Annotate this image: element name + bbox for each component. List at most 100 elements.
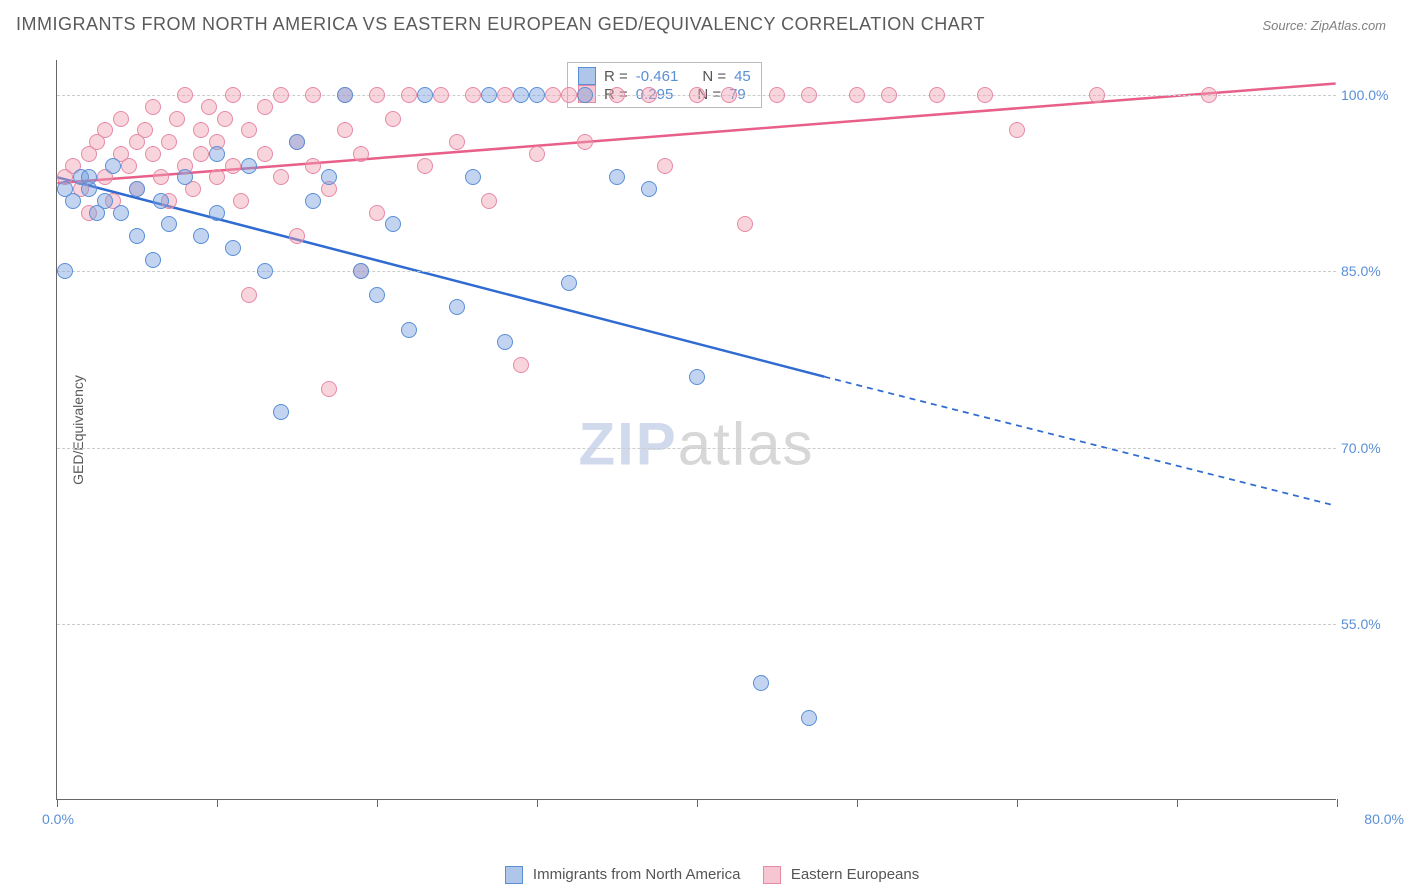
- data-point: [369, 87, 385, 103]
- x-tick: [217, 799, 218, 807]
- data-point: [433, 87, 449, 103]
- data-point: [289, 134, 305, 150]
- source-label: Source: ZipAtlas.com: [1262, 18, 1386, 33]
- data-point: [233, 193, 249, 209]
- data-point: [401, 87, 417, 103]
- scatter-plot: GED/Equivalency ZIPatlas R = -0.461 N = …: [56, 60, 1336, 800]
- data-point: [577, 87, 593, 103]
- x-axis-max-label: 80.0%: [1364, 811, 1404, 827]
- r-label: R =: [604, 68, 628, 85]
- data-point: [113, 111, 129, 127]
- data-point: [401, 322, 417, 338]
- data-point: [145, 146, 161, 162]
- data-point: [529, 146, 545, 162]
- data-point: [129, 181, 145, 197]
- data-point: [209, 205, 225, 221]
- y-tick-label: 70.0%: [1341, 440, 1396, 456]
- legend-label-pink: Eastern Europeans: [791, 866, 919, 883]
- data-point: [65, 193, 81, 209]
- data-point: [385, 111, 401, 127]
- y-axis-title: GED/Equivalency: [70, 375, 86, 485]
- data-point: [217, 111, 233, 127]
- x-tick: [1177, 799, 1178, 807]
- data-point: [497, 87, 513, 103]
- data-point: [1201, 87, 1217, 103]
- data-point: [193, 122, 209, 138]
- data-point: [257, 146, 273, 162]
- data-point: [481, 193, 497, 209]
- data-point: [369, 205, 385, 221]
- data-point: [257, 99, 273, 115]
- data-point: [753, 675, 769, 691]
- x-tick: [857, 799, 858, 807]
- data-point: [737, 216, 753, 232]
- data-point: [201, 99, 217, 115]
- gridline: [57, 448, 1336, 449]
- data-point: [577, 134, 593, 150]
- data-point: [513, 357, 529, 373]
- data-point: [273, 87, 289, 103]
- data-point: [273, 169, 289, 185]
- data-point: [241, 158, 257, 174]
- data-point: [305, 87, 321, 103]
- data-point: [449, 134, 465, 150]
- y-tick-label: 85.0%: [1341, 263, 1396, 279]
- data-point: [465, 169, 481, 185]
- y-tick-label: 100.0%: [1341, 87, 1396, 103]
- data-point: [977, 87, 993, 103]
- gridline: [57, 624, 1336, 625]
- data-point: [105, 158, 121, 174]
- data-point: [337, 122, 353, 138]
- data-point: [97, 122, 113, 138]
- data-point: [289, 228, 305, 244]
- data-point: [721, 87, 737, 103]
- watermark: ZIPatlas: [578, 410, 814, 479]
- data-point: [689, 87, 705, 103]
- data-point: [193, 228, 209, 244]
- data-point: [225, 240, 241, 256]
- data-point: [153, 193, 169, 209]
- data-point: [641, 87, 657, 103]
- data-point: [257, 263, 273, 279]
- x-tick: [537, 799, 538, 807]
- data-point: [881, 87, 897, 103]
- data-point: [353, 263, 369, 279]
- x-tick: [1017, 799, 1018, 807]
- data-point: [113, 205, 129, 221]
- data-point: [57, 263, 73, 279]
- data-point: [849, 87, 865, 103]
- data-point: [273, 404, 289, 420]
- n-label: N =: [702, 68, 726, 85]
- data-point: [353, 146, 369, 162]
- data-point: [801, 710, 817, 726]
- data-point: [657, 158, 673, 174]
- data-point: [177, 87, 193, 103]
- data-point: [137, 122, 153, 138]
- stats-row-blue: R = -0.461 N = 45: [578, 67, 751, 85]
- data-point: [1009, 122, 1025, 138]
- legend-swatch-blue: [505, 866, 523, 884]
- data-point: [145, 252, 161, 268]
- data-point: [385, 216, 401, 232]
- data-point: [225, 87, 241, 103]
- data-point: [929, 87, 945, 103]
- x-axis-min-label: 0.0%: [42, 811, 74, 827]
- data-point: [465, 87, 481, 103]
- data-point: [305, 158, 321, 174]
- data-point: [641, 181, 657, 197]
- data-point: [417, 87, 433, 103]
- data-point: [129, 228, 145, 244]
- data-point: [1089, 87, 1105, 103]
- data-point: [449, 299, 465, 315]
- data-point: [209, 169, 225, 185]
- data-point: [417, 158, 433, 174]
- data-point: [769, 87, 785, 103]
- data-point: [529, 87, 545, 103]
- data-point: [609, 169, 625, 185]
- data-point: [369, 287, 385, 303]
- data-point: [193, 146, 209, 162]
- data-point: [321, 169, 337, 185]
- data-point: [545, 87, 561, 103]
- data-point: [481, 87, 497, 103]
- data-point: [81, 169, 97, 185]
